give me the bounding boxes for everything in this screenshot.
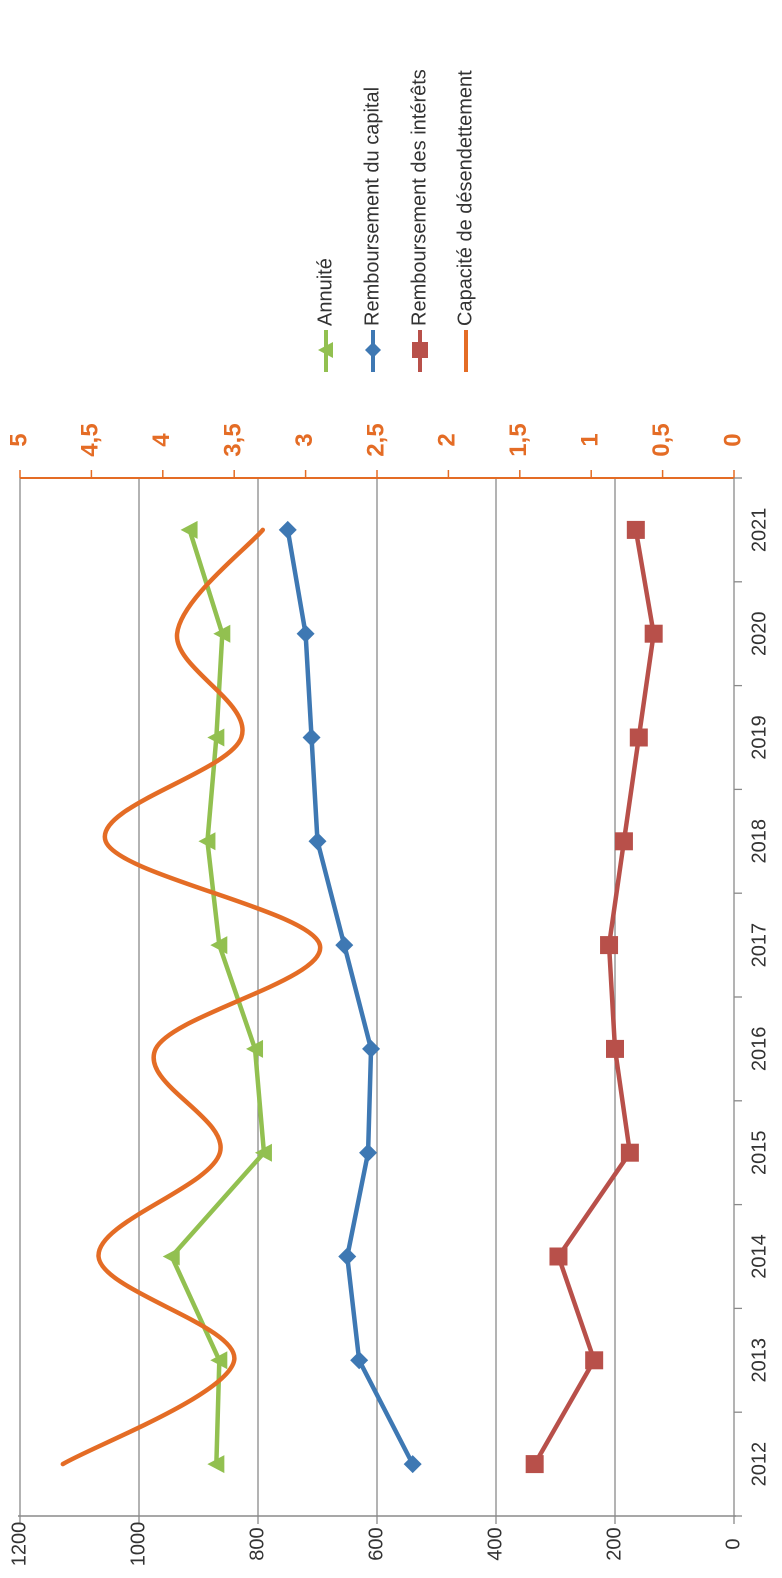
x-tick-label: 2012 <box>748 1442 770 1487</box>
plot-layer: 2012201320142015201620172018201920202021… <box>5 423 770 1566</box>
series-remboursement-des-interets-marker <box>606 1039 624 1058</box>
series-remboursement-du-capital-line <box>285 529 415 1466</box>
series-remboursement-du-capital-marker <box>359 1143 378 1162</box>
series-remboursement-des-interets-marker <box>620 1143 639 1162</box>
series-annuite-marker <box>210 936 228 955</box>
series-annuite-marker <box>213 624 231 643</box>
x-tick-label: 2015 <box>748 1130 770 1175</box>
x-tick-label: 2014 <box>748 1234 770 1279</box>
legend-item: Capacité de désendettement <box>454 70 476 372</box>
x-tick-label: 2017 <box>748 923 770 968</box>
y-left-tick-label: 1000 <box>127 1522 149 1567</box>
legend-item: Annuité <box>314 258 336 372</box>
series-remboursement-des-interets-marker <box>614 832 633 851</box>
y-right-tick-label: 0,5 <box>648 423 675 456</box>
series-remboursement-des-interets-marker <box>600 936 619 955</box>
legend-layer: Annuité Remboursement du capital Rembourse… <box>314 69 476 372</box>
series-annuite-marker <box>207 1455 225 1474</box>
y-right-tick-label: 1,5 <box>505 423 532 456</box>
y-right-tick-label: 4 <box>148 433 175 447</box>
y-right-tick-label: 4,5 <box>77 423 104 456</box>
series-capacite-de-desendettement <box>60 527 323 1467</box>
legend-item: Remboursement des intérêts <box>408 69 430 372</box>
y-left-tick-label: 800 <box>246 1527 268 1560</box>
y-right-tick-label: 2 <box>434 433 461 446</box>
y-right-tick-label: 3 <box>291 433 318 446</box>
legend-label: Remboursement des intérêts <box>408 69 430 326</box>
series-annuite-marker <box>207 728 225 747</box>
series-remboursement-du-capital-marker <box>308 832 327 851</box>
series-remboursement-du-capital-marker <box>403 1455 422 1474</box>
y-left-tick-label: 0 <box>722 1538 744 1549</box>
y-left-tick-label: 400 <box>484 1527 506 1560</box>
legend-marker <box>412 342 428 358</box>
x-tick-label: 2016 <box>748 1027 770 1072</box>
legend-label: Annuité <box>314 258 336 326</box>
series-remboursement-des-interets-marker <box>629 728 648 747</box>
y-right-tick-label: 3,5 <box>220 423 247 456</box>
y-right-tick-label: 5 <box>5 433 32 446</box>
series-remboursement-des-interets-marker <box>644 624 663 643</box>
y-right-tick-label: 1 <box>577 433 604 446</box>
series-annuite-marker <box>162 1247 180 1266</box>
x-tick-label: 2021 <box>748 508 770 553</box>
legend-label: Remboursement du capital <box>361 87 383 326</box>
x-tick-label: 2020 <box>748 611 770 656</box>
series-remboursement-du-capital-marker <box>338 1247 357 1266</box>
series-layer <box>60 520 663 1474</box>
series-remboursement-des-interets-marker <box>549 1247 568 1266</box>
series-capacite-de-desendettement-line <box>60 527 323 1467</box>
x-tick-label: 2019 <box>748 715 770 760</box>
y-right-tick-label: 0 <box>719 433 746 446</box>
x-tick-label: 2013 <box>748 1338 770 1383</box>
series-annuite-marker <box>210 1351 228 1370</box>
series-remboursement-du-capital-marker <box>278 520 297 539</box>
series-annuite-marker <box>246 1039 264 1058</box>
series-remboursement-des-interets <box>525 520 663 1474</box>
series-remboursement-du-capital <box>278 520 422 1474</box>
y-left-tick-label: 1200 <box>8 1522 30 1567</box>
series-remboursement-des-interets-line <box>532 529 656 1466</box>
series-remboursement-du-capital-marker <box>296 624 315 643</box>
series-remboursement-du-capital-marker <box>335 936 354 955</box>
y-left-tick-label: 600 <box>365 1527 387 1560</box>
y-right-tick-label: 2,5 <box>362 423 389 456</box>
series-remboursement-du-capital-marker <box>302 728 321 747</box>
x-tick-label: 2018 <box>748 819 770 864</box>
legend-marker <box>318 342 333 358</box>
legend-label: Capacité de désendettement <box>454 70 476 326</box>
legend-marker <box>365 342 381 358</box>
series-annuite <box>162 520 272 1474</box>
y-left-tick-label: 200 <box>603 1527 625 1560</box>
series-annuite-marker <box>198 832 216 851</box>
series-remboursement-des-interets-marker <box>626 520 645 539</box>
series-annuite-marker <box>254 1143 272 1162</box>
series-annuite-marker <box>180 520 198 539</box>
series-remboursement-des-interets-marker <box>525 1455 544 1474</box>
series-annuite-line <box>169 529 267 1465</box>
legend-item: Remboursement du capital <box>361 87 383 372</box>
series-remboursement-des-interets-marker <box>585 1351 604 1370</box>
series-remboursement-du-capital-marker <box>350 1351 369 1370</box>
series-remboursement-du-capital-marker <box>362 1039 381 1058</box>
